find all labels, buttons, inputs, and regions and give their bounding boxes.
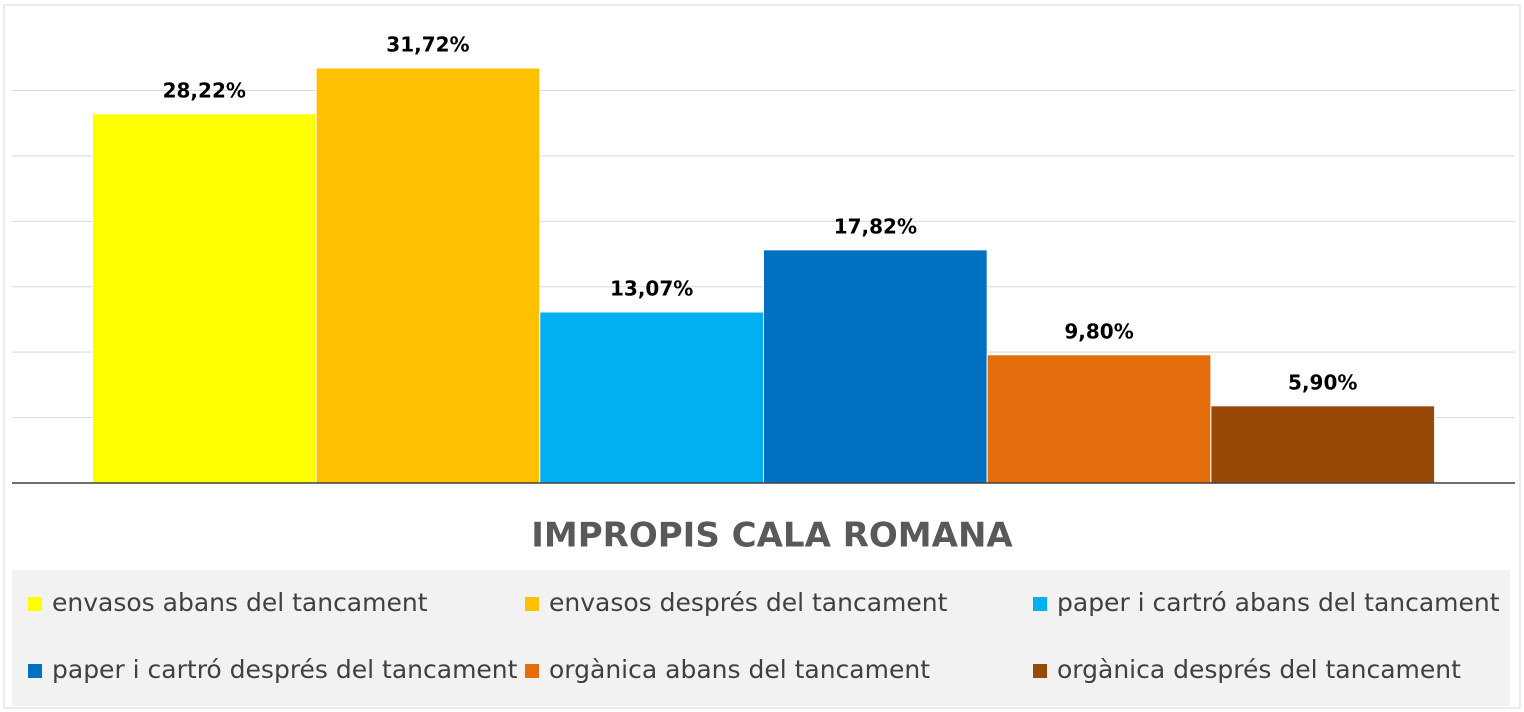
legend-label: paper i cartró abans del tancament [1057, 588, 1500, 617]
legend-label: envasos abans del tancament [52, 588, 428, 617]
legend-box [12, 570, 1510, 706]
legend-swatch [525, 664, 539, 678]
bar [91, 113, 317, 484]
bar [539, 311, 765, 484]
legend-label: paper i cartró després del tancament [52, 655, 518, 684]
legend-swatch [28, 664, 42, 678]
data-label: 31,72% [386, 32, 469, 56]
legend-swatch [525, 597, 539, 611]
legend-label: orgànica després del tancament [1057, 655, 1461, 684]
bar [315, 67, 541, 484]
legend-swatch [28, 597, 42, 611]
data-label: 28,22% [163, 78, 246, 102]
legend-label: envasos després del tancament [549, 588, 948, 617]
legend-swatch [1033, 664, 1047, 678]
bar [1210, 405, 1436, 484]
data-label: 17,82% [834, 214, 917, 238]
chart-title: IMPROPIS CALA ROMANA [531, 516, 1013, 556]
legend-label: orgànica abans del tancament [549, 655, 930, 684]
data-label: 13,07% [610, 277, 693, 301]
bar [986, 354, 1212, 484]
data-label: 5,90% [1288, 370, 1357, 394]
legend-swatch [1033, 597, 1047, 611]
data-label: 9,80% [1064, 319, 1133, 343]
bar [763, 249, 988, 484]
